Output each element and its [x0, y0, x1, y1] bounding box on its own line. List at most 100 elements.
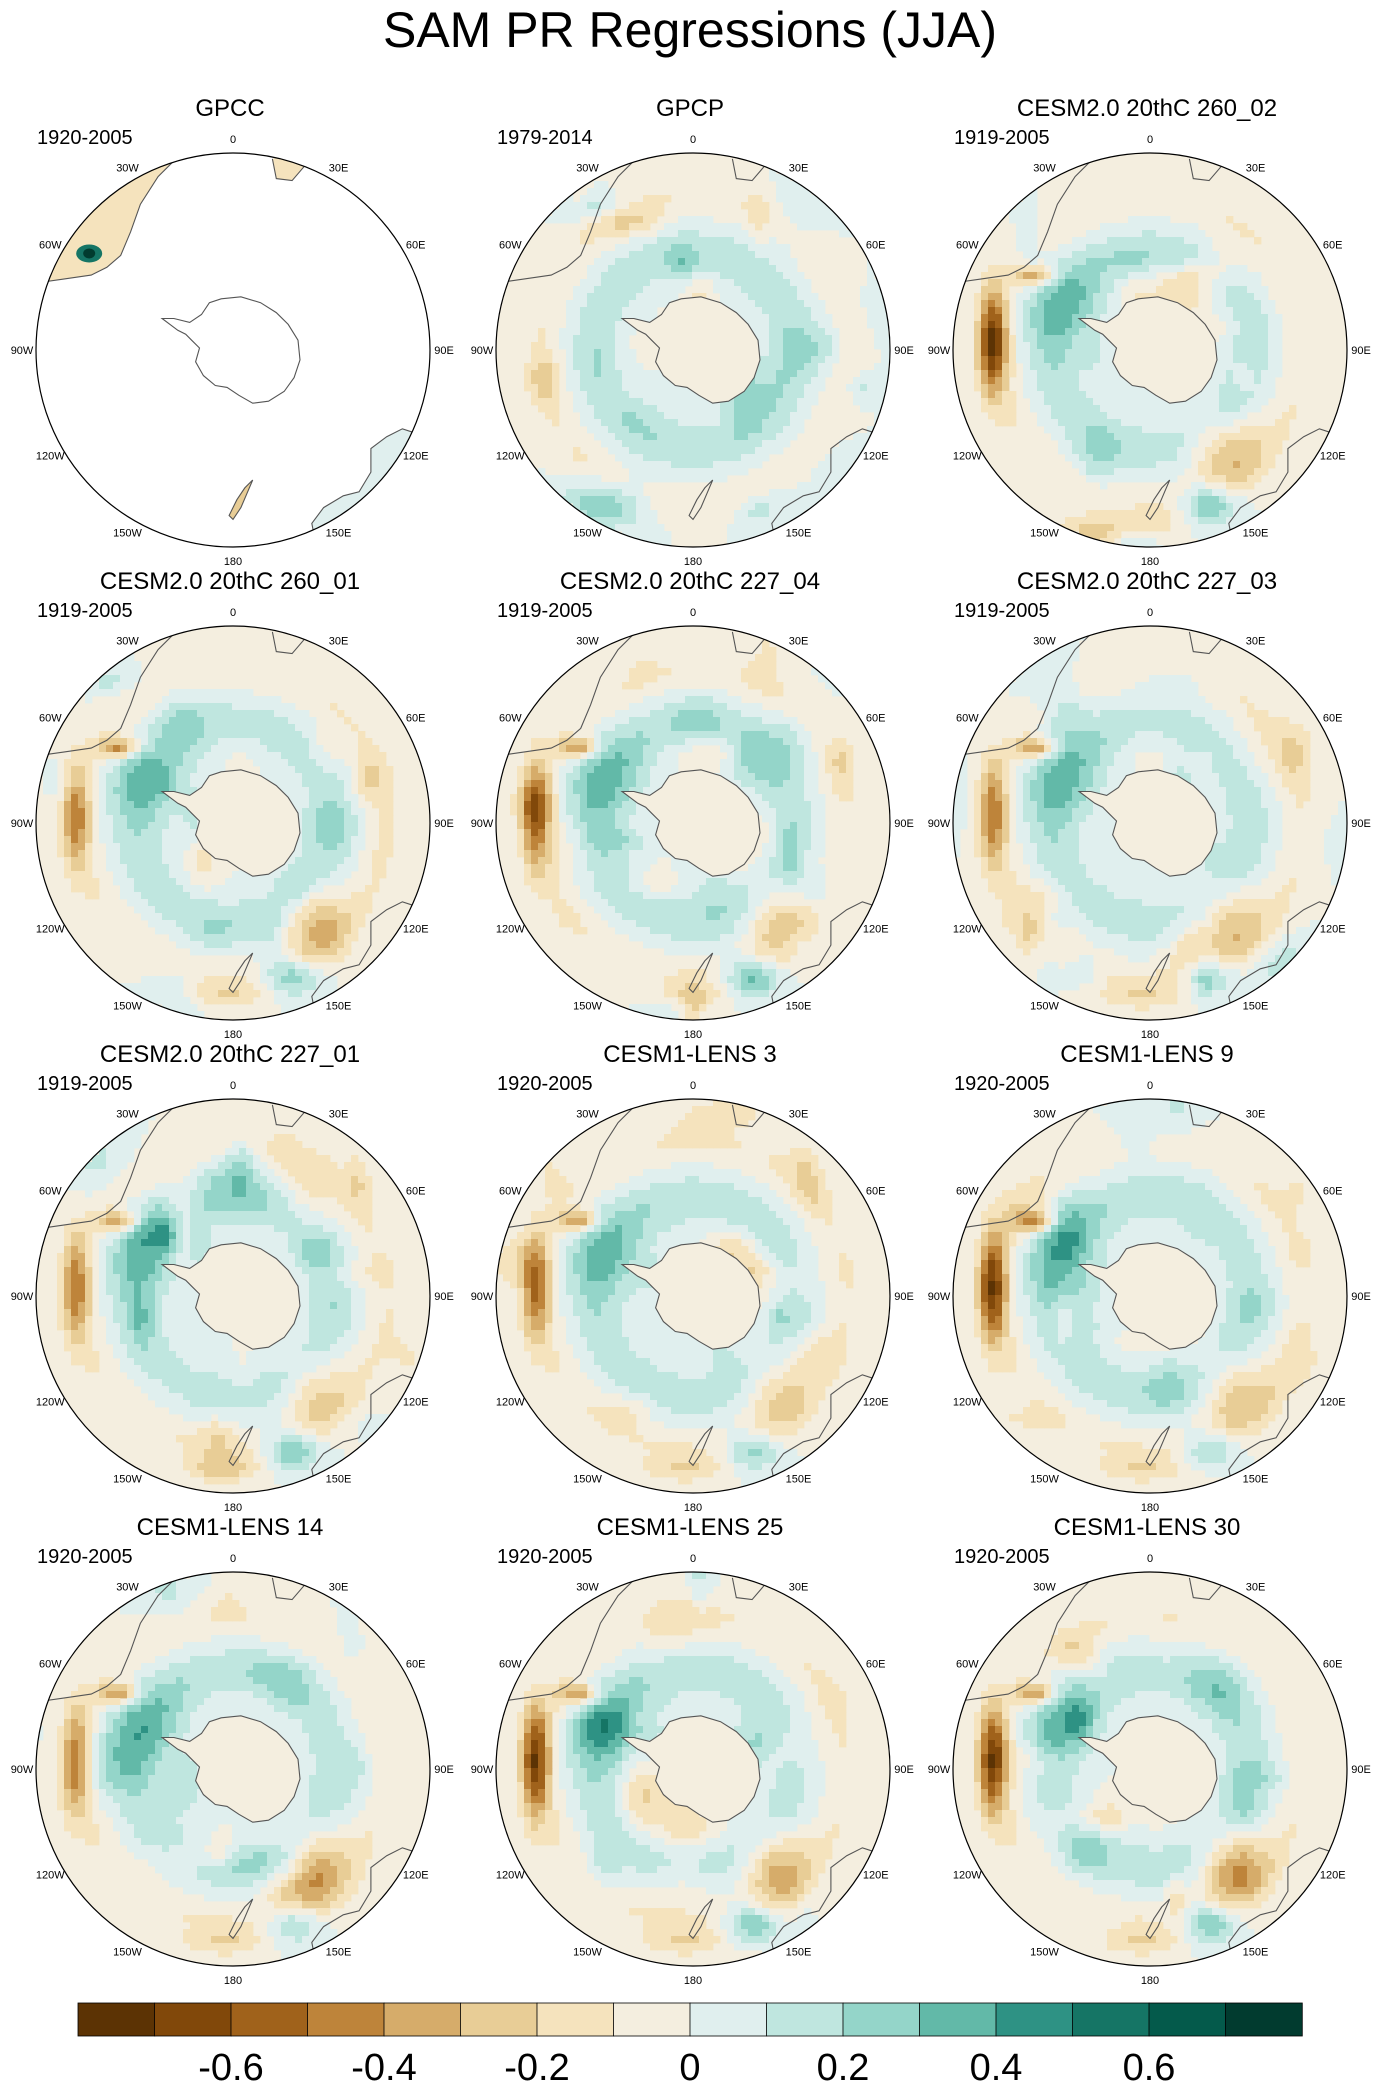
panel-years: 1979-2014	[497, 127, 593, 149]
colorbar-swatch	[1225, 2002, 1303, 2037]
longitude-label: 30E	[789, 1108, 809, 1120]
precip-field	[496, 1099, 890, 1493]
longitude-label: 0	[690, 134, 696, 146]
panel-years: 1919-2005	[497, 600, 593, 622]
colorbar-swatch	[154, 2002, 232, 2037]
longitude-label: 120E	[403, 451, 429, 463]
longitude-label: 150E	[1243, 528, 1269, 540]
longitude-label: 120E	[403, 1870, 429, 1882]
longitude-label: 30E	[329, 1108, 349, 1120]
longitude-label: 60W	[956, 1186, 979, 1198]
longitude-label: 180	[684, 556, 702, 565]
longitude-label: 0	[230, 134, 236, 146]
longitude-label: 60E	[1323, 713, 1343, 725]
polar-stereographic-map: 0 30E 60E 90E 120E 150E 180 150W 120W 90W 60W 30W	[11, 607, 454, 1038]
longitude-label: 0	[1147, 1080, 1153, 1092]
longitude-label: 120E	[403, 924, 429, 936]
longitude-label: 120E	[863, 451, 889, 463]
map-panel: 0 30E 60E 90E 120E 150E 180 150W 120W 90W 60W 30W CE…	[460, 1041, 920, 1511]
map-panel: 0 30E 60E 90E 120E 150E 180 150W 120W 90W 60W 30W CE…	[0, 1514, 460, 1984]
map-boundary	[495, 625, 891, 1021]
longitude-label: 120W	[953, 1870, 982, 1882]
longitude-label: 150E	[326, 528, 352, 540]
map-panel: 0 30E 60E 90E 120E 150E 180 150W 120W 90W 60W 30W CE…	[460, 1514, 920, 1984]
precip-field	[496, 1572, 890, 1966]
panel-years: 1920-2005	[37, 1546, 133, 1568]
colorbar-tick-label: 0	[679, 2047, 700, 2086]
precip-field	[36, 1572, 430, 1966]
longitude-label: 30E	[1246, 635, 1266, 647]
longitude-label: 90W	[928, 818, 951, 830]
longitude-label: 150W	[573, 1474, 602, 1486]
longitude-label: 60W	[39, 1186, 62, 1198]
panel-years: 1919-2005	[954, 600, 1050, 622]
longitude-label: 60W	[39, 713, 62, 725]
map-boundary	[495, 152, 891, 548]
longitude-label: 150W	[573, 1947, 602, 1959]
panel-title: CESM1-LENS 30	[1053, 1514, 1241, 1541]
longitude-label: 30W	[116, 635, 139, 647]
longitude-label: 90E	[1351, 1291, 1371, 1303]
longitude-label: 90E	[434, 345, 454, 357]
longitude-label: 30E	[1246, 1581, 1266, 1593]
longitude-label: 60W	[499, 1186, 522, 1198]
panel-years: 1920-2005	[37, 127, 133, 149]
longitude-label: 150E	[1243, 1474, 1269, 1486]
longitude-label: 90W	[928, 1764, 951, 1776]
colorbar-swatch	[77, 2002, 156, 2037]
colorbar-swatch	[536, 2002, 615, 2037]
longitude-label: 60E	[866, 1659, 886, 1671]
longitude-label: 150E	[1243, 1001, 1269, 1013]
figure-title: SAM PR Regressions (JJA)	[382, 2, 998, 58]
panel-title: CESM1-LENS 9	[1060, 1041, 1234, 1068]
longitude-label: 120E	[1320, 924, 1346, 936]
longitude-label: 90E	[1351, 818, 1371, 830]
panel-years: 1919-2005	[954, 127, 1050, 149]
colorbar-swatch	[307, 2002, 385, 2037]
map-boundary	[35, 1098, 431, 1494]
longitude-label: 60E	[406, 1186, 426, 1198]
longitude-label: 120W	[496, 924, 525, 936]
longitude-label: 120W	[36, 924, 65, 936]
longitude-label: 120W	[36, 1870, 65, 1882]
longitude-label: 120E	[1320, 1870, 1346, 1882]
longitude-label: 30W	[116, 1108, 139, 1120]
polar-stereographic-map: 0 30E 60E 90E 120E 150E 180 150W 120W 90W 60W 30W	[928, 607, 1371, 1038]
map-boundary	[35, 625, 431, 1021]
polar-stereographic-map: 0 30E 60E 90E 120E 150E 180 150W 120W 90W 60W 30W	[471, 607, 914, 1038]
longitude-label: 60E	[406, 713, 426, 725]
colorbar-tick-label: 0.6	[1123, 2047, 1176, 2086]
longitude-label: 0	[230, 1553, 236, 1565]
colorbar-swatch	[766, 2002, 844, 2037]
longitude-label: 60E	[866, 713, 886, 725]
longitude-label: 30W	[1033, 162, 1056, 174]
map-boundary	[952, 152, 1348, 548]
longitude-label: 90E	[1351, 1764, 1371, 1776]
longitude-label: 0	[230, 607, 236, 619]
longitude-label: 150E	[786, 1001, 812, 1013]
longitude-label: 150W	[1030, 1474, 1059, 1486]
longitude-label: 120W	[953, 451, 982, 463]
longitude-label: 0	[690, 1080, 696, 1092]
longitude-label: 90W	[11, 1291, 34, 1303]
longitude-label: 30W	[576, 162, 599, 174]
longitude-label: 0	[1147, 607, 1153, 619]
map-boundary	[495, 1571, 891, 1967]
longitude-label: 150W	[113, 528, 142, 540]
longitude-label: 30E	[329, 162, 349, 174]
longitude-label: 0	[230, 1080, 236, 1092]
map-boundary	[495, 1098, 891, 1494]
longitude-label: 30W	[576, 635, 599, 647]
longitude-label: 60E	[866, 1186, 886, 1198]
panel-years: 1920-2005	[954, 1073, 1050, 1095]
longitude-label: 90E	[894, 1764, 914, 1776]
coastlines	[953, 1575, 1332, 1963]
colorbar-tick-label: 0.4	[970, 2047, 1023, 2086]
longitude-label: 120W	[953, 1397, 982, 1409]
map-panel: 0 30E 60E 90E 120E 150E 180 150W 120W 90W 60W 30W CE…	[460, 568, 920, 1038]
panel-title: CESM1-LENS 14	[136, 1514, 324, 1541]
longitude-label: 180	[1141, 556, 1159, 565]
longitude-label: 30W	[1033, 635, 1056, 647]
panel-title: GPCC	[195, 95, 265, 122]
panel-years: 1920-2005	[954, 1546, 1050, 1568]
